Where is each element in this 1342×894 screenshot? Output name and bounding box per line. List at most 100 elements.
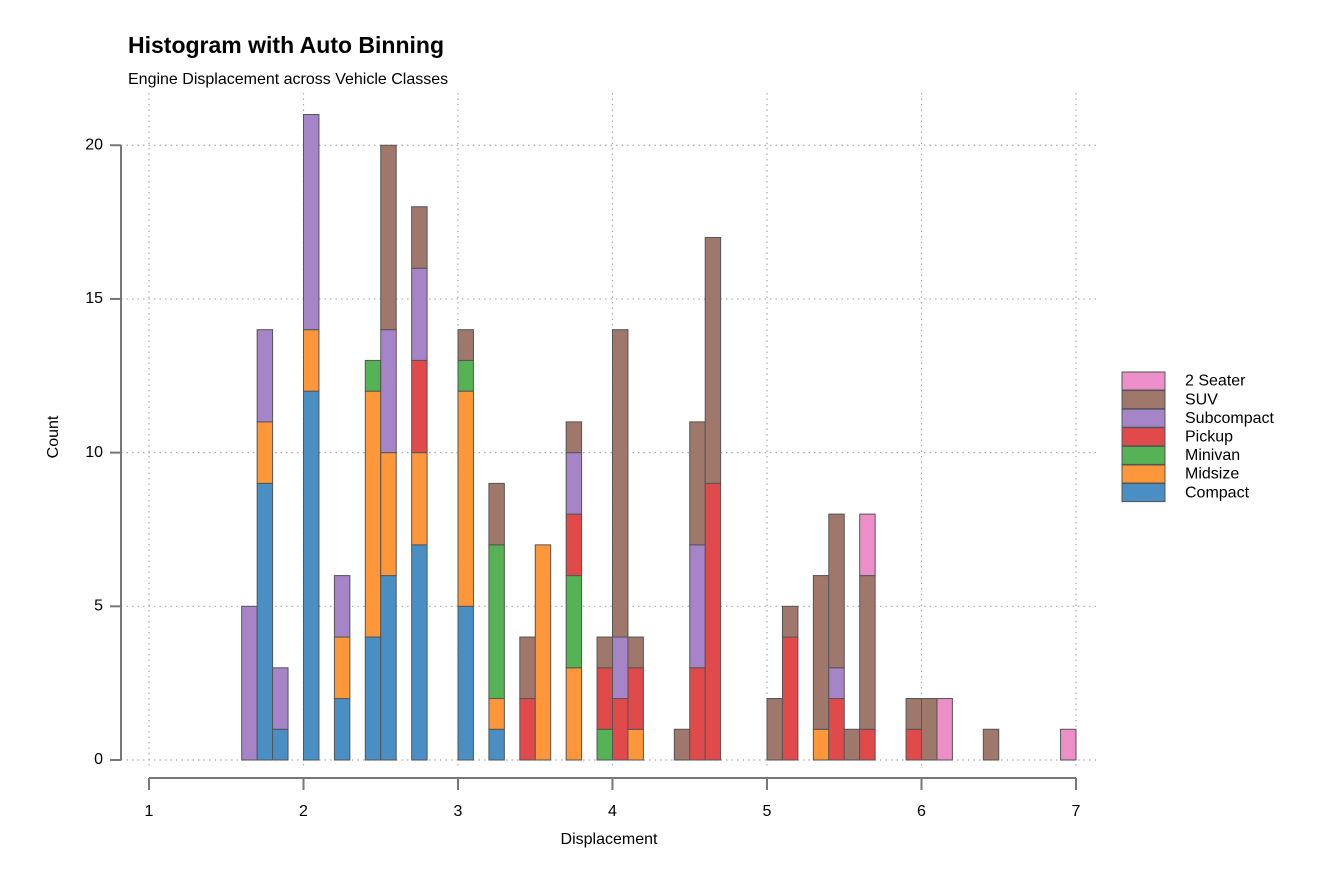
bar-segment xyxy=(411,544,428,761)
bar-segment xyxy=(781,605,799,638)
bar-segment xyxy=(565,421,583,454)
legend-swatch xyxy=(1121,408,1166,428)
x-tick-label: 3 xyxy=(454,803,463,820)
bar-segment xyxy=(364,359,382,392)
bar-segment xyxy=(303,114,320,331)
bar-segment xyxy=(627,667,644,730)
bar-segment xyxy=(689,667,706,761)
legend-swatch xyxy=(1121,445,1166,465)
legend-label: Compact xyxy=(1185,484,1250,501)
bar-segment xyxy=(241,605,258,761)
bar-segment xyxy=(333,575,351,638)
x-tick-label: 7 xyxy=(1072,803,1081,820)
bar-segment xyxy=(488,482,505,546)
bar-segment xyxy=(843,728,861,761)
bar-segment xyxy=(256,329,274,423)
y-tick-label: 0 xyxy=(94,751,103,768)
x-tick-label: 5 xyxy=(763,803,772,820)
bar-segment xyxy=(519,636,536,700)
legend-swatch xyxy=(1121,390,1166,410)
bar-segment xyxy=(256,482,274,761)
legend-label: Minivan xyxy=(1185,447,1240,464)
bar-segment xyxy=(812,575,830,730)
bar-segment xyxy=(704,236,722,484)
bar-segment xyxy=(457,390,474,607)
x-axis-label: Displacement xyxy=(561,831,658,848)
bar-segment xyxy=(704,482,722,761)
legend-label: SUV xyxy=(1185,391,1218,408)
bar-segment xyxy=(380,452,397,577)
bar-segment xyxy=(364,390,382,638)
bar-segment xyxy=(380,144,397,331)
legend-swatch xyxy=(1121,483,1166,503)
bar-segment xyxy=(689,544,706,669)
bar-segment xyxy=(828,667,845,700)
bar-segment xyxy=(627,728,644,761)
bar-segment xyxy=(905,728,922,761)
bar-segment xyxy=(565,667,583,761)
bar-segment xyxy=(303,329,320,392)
bar-segment xyxy=(781,636,799,761)
bar-segment xyxy=(457,605,474,761)
y-tick-label: 10 xyxy=(85,444,103,461)
legend-swatch xyxy=(1121,427,1166,447)
bar-segment xyxy=(936,698,953,761)
bar-segment xyxy=(272,728,289,761)
bar-segment xyxy=(596,667,613,730)
bar-segment xyxy=(303,390,320,761)
y-tick-label: 5 xyxy=(94,598,103,615)
bar-segment xyxy=(812,728,830,761)
legend-label: Subcompact xyxy=(1185,410,1274,427)
chart-subtitle: Engine Displacement across Vehicle Class… xyxy=(128,71,448,88)
bar-segment xyxy=(380,329,397,454)
bar-segment xyxy=(565,513,583,577)
legend-swatch xyxy=(1121,371,1166,391)
y-tick-label: 15 xyxy=(85,290,103,307)
bar-segment xyxy=(612,636,629,700)
bar-segment xyxy=(380,575,397,761)
bar-segment xyxy=(766,698,783,761)
bar-segment xyxy=(612,698,629,761)
bar-segment xyxy=(596,728,613,761)
bar-segment xyxy=(859,575,876,730)
bar-segment xyxy=(457,359,474,392)
bar-segment xyxy=(333,698,351,761)
bar-segment xyxy=(565,575,583,669)
bar-segment xyxy=(457,329,474,361)
y-tick-label: 20 xyxy=(85,136,103,153)
bar-segment xyxy=(982,728,1000,761)
bar-segment xyxy=(1060,728,1077,761)
bar-segment xyxy=(488,728,505,761)
legend-label: Pickup xyxy=(1185,429,1233,446)
bar-segment xyxy=(333,636,351,700)
legend-label: 2 Seater xyxy=(1185,373,1246,390)
bar-segment xyxy=(828,698,845,761)
bar-segment xyxy=(411,267,428,361)
bar-segment xyxy=(534,544,552,761)
bar-segment xyxy=(905,698,922,730)
bar-segment xyxy=(612,329,629,638)
bar-segment xyxy=(921,698,938,761)
bar-segment xyxy=(272,667,289,730)
bar-segment xyxy=(411,452,428,546)
bar-segment xyxy=(488,544,505,700)
bar-segment xyxy=(364,636,382,761)
bar-segment xyxy=(488,698,505,730)
legend-label: Midsize xyxy=(1185,466,1239,483)
bar-segment xyxy=(519,698,536,761)
chart-title: Histogram with Auto Binning xyxy=(128,32,444,58)
bar-segment xyxy=(689,421,706,546)
bar-segment xyxy=(673,728,691,761)
bar-segment xyxy=(411,206,428,269)
bar-segment xyxy=(859,513,876,577)
bar-segment xyxy=(627,636,644,669)
x-tick-label: 2 xyxy=(299,803,308,820)
bar-segment xyxy=(256,421,274,484)
y-axis-label: Count xyxy=(45,415,62,458)
bar-segment xyxy=(565,452,583,515)
x-tick-label: 1 xyxy=(145,803,154,820)
x-tick-label: 6 xyxy=(917,803,926,820)
bar-segment xyxy=(596,636,613,669)
bar-segment xyxy=(411,359,428,454)
